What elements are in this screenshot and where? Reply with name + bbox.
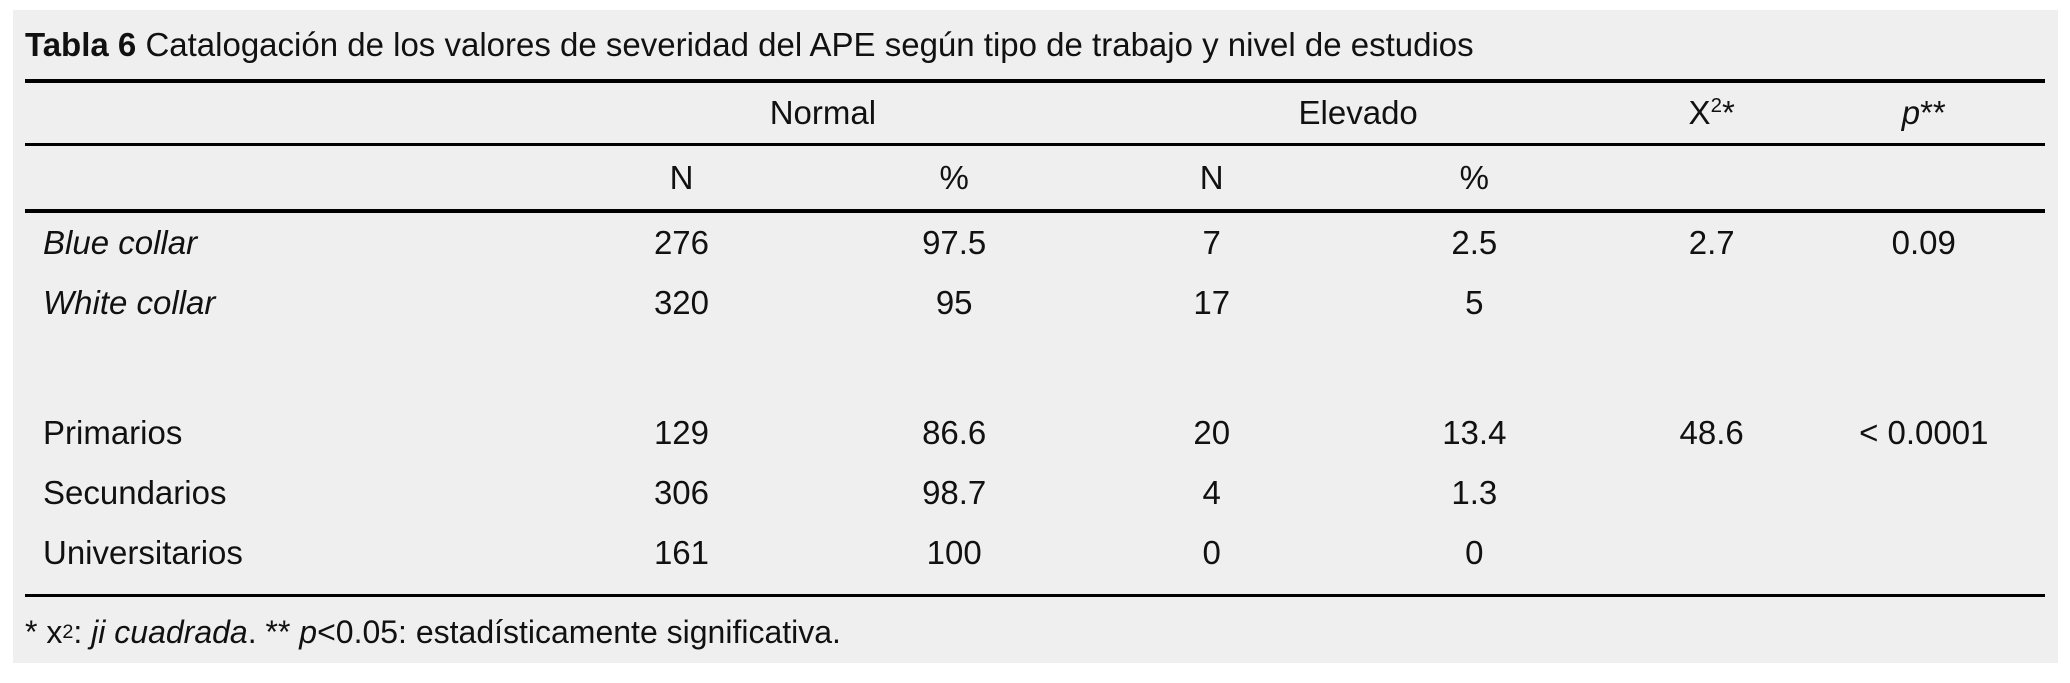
cell-elevado-n: 17 [1193, 284, 1231, 321]
cell-elevado-n: 20 [1193, 414, 1231, 451]
top-rule [25, 79, 2045, 83]
row-label: Blue collar [43, 224, 198, 261]
footnote-part: <0.05: estadísticamente significativa. [317, 613, 841, 650]
subheader-elevado-pct: % [1459, 158, 1489, 196]
cell-normal-pct: 97.5 [922, 224, 987, 261]
cell-normal-pct: 100 [926, 534, 982, 571]
row-label: Primarios [43, 414, 183, 451]
column-group-normal: Normal [769, 94, 877, 131]
subheader-elevado-n: N [1199, 158, 1224, 196]
cell-elevado-pct: 2.5 [1451, 224, 1498, 261]
cell-elevado-n: 7 [1202, 224, 1221, 261]
subheader-rule [25, 209, 2045, 213]
footnote-part: * x [25, 613, 63, 650]
table-row: Secundarios 306 98.7 4 1.3 [25, 463, 2045, 523]
row-label: White collar [43, 284, 216, 321]
chi-superscript: 2 [1710, 94, 1722, 117]
cell-normal-pct: 86.6 [922, 414, 987, 451]
column-group-elevado: Elevado [1298, 94, 1418, 131]
table-number: Tabla 6 [25, 25, 137, 63]
cell-normal-n: 306 [653, 474, 710, 511]
table-caption: Tabla 6 Catalogación de los valores de s… [25, 10, 2045, 79]
subheader-row: N % N % [25, 146, 2045, 209]
caption-separator [136, 26, 145, 64]
cell-normal-pct: 98.7 [922, 474, 987, 511]
table-row: Primarios 129 86.6 20 13.4 48.6 < 0.0001 [25, 403, 2045, 463]
row-label: Universitarios [43, 534, 243, 571]
bottom-rule [25, 594, 2045, 597]
footnote-italic-term: ji cuadrada [91, 613, 248, 650]
cell-normal-n: 129 [653, 414, 710, 451]
footnote-part: . ** [247, 613, 300, 650]
cell-normal-n: 320 [653, 284, 710, 321]
row-label: Secundarios [43, 474, 227, 511]
cell-chi2: 48.6 [1679, 414, 1744, 451]
cell-elevado-pct: 5 [1465, 284, 1484, 321]
footnote-italic-p: p [299, 613, 318, 650]
subheader-normal-n: N [669, 158, 694, 196]
column-header-chi-square: X2* [1621, 94, 1803, 132]
cell-normal-n: 161 [653, 534, 710, 571]
table-caption-text: Catalogación de los valores de severidad… [145, 25, 1474, 63]
cell-elevado-n: 4 [1202, 474, 1221, 511]
table-row: Universitarios 161 100 0 0 [25, 523, 2045, 583]
p-asterisks: ** [1920, 94, 1946, 131]
cell-p: 0.09 [1891, 224, 1956, 261]
cell-elevado-pct: 13.4 [1442, 414, 1507, 451]
subheader-normal-pct: % [939, 158, 969, 196]
chi-base: X [1688, 94, 1711, 131]
cell-elevado-pct: 0 [1465, 534, 1484, 571]
table-panel: Tabla 6 Catalogación de los valores de s… [13, 10, 2058, 663]
cell-elevado-n: 0 [1202, 534, 1221, 571]
group-spacer [25, 333, 2045, 403]
column-header-p-value: p** [1803, 94, 2045, 132]
chi-asterisk: * [1721, 94, 1735, 131]
cell-normal-pct: 95 [935, 284, 973, 321]
table-row: Blue collar 276 97.5 7 2.5 2.7 0.09 [25, 213, 2045, 273]
cell-p: < 0.0001 [1859, 414, 1989, 451]
table-row: White collar 320 95 17 5 [25, 273, 2045, 333]
cell-elevado-pct: 1.3 [1451, 474, 1498, 511]
p-base: p [1901, 94, 1921, 131]
footnote-part: : [73, 613, 92, 650]
cell-chi2: 2.7 [1688, 224, 1735, 261]
column-group-header-row: Normal Elevado X2* p** [25, 83, 2045, 143]
header-rule [25, 143, 2045, 146]
cell-normal-n: 276 [653, 224, 710, 261]
body-bottom-padding [25, 583, 2045, 594]
